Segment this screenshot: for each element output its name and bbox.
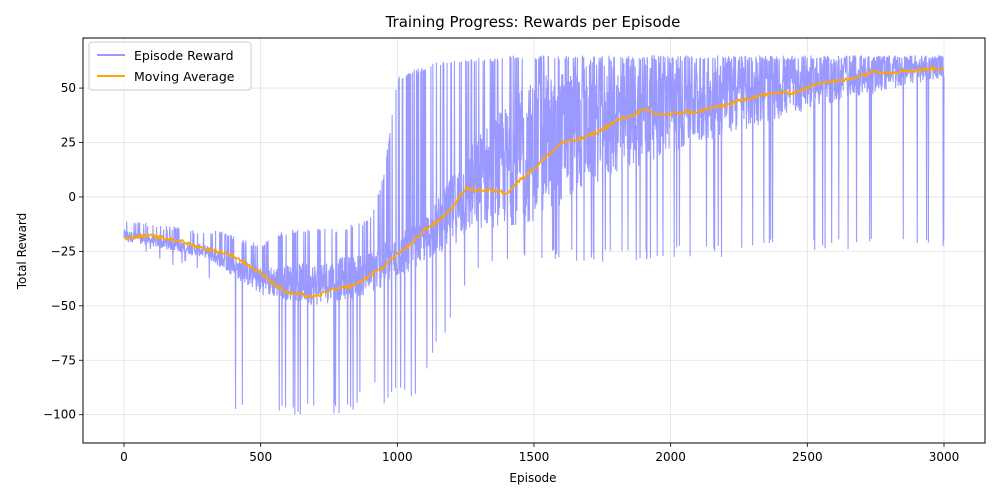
x-tick-label: 500 <box>249 450 272 464</box>
x-tick-label: 1000 <box>382 450 413 464</box>
y-tick-label: 50 <box>61 81 76 95</box>
legend: Episode Reward Moving Average <box>88 41 252 91</box>
legend-label-episode-reward: Episode Reward <box>134 48 234 63</box>
grid <box>83 38 985 443</box>
legend-label-moving-average: Moving Average <box>134 69 235 84</box>
series-line-moving-average <box>123 64 945 300</box>
x-tick-label: 1500 <box>519 450 550 464</box>
x-tick-label: 3000 <box>929 450 960 464</box>
legend-box <box>88 41 252 91</box>
y-tick-label: −25 <box>51 244 76 258</box>
y-tick-label: 25 <box>61 136 76 150</box>
x-tick-label: 2500 <box>792 450 823 464</box>
y-tick-label: −100 <box>43 408 76 422</box>
plot-area <box>123 54 945 415</box>
y-axis-label: Total Reward <box>15 213 29 291</box>
y-tick-label: −50 <box>51 299 76 313</box>
x-tick-label: 0 <box>120 450 128 464</box>
x-tick-label: 2000 <box>655 450 686 464</box>
y-tick-label: 0 <box>68 190 76 204</box>
x-axis-label: Episode <box>509 471 556 485</box>
y-tick-label: −75 <box>51 353 76 367</box>
ticks: 0 500 1000 1500 2000 2500 3000 −100 −75 −50 −25 0 25… <box>43 81 959 464</box>
chart-title: Training Progress: Rewards per Episode <box>385 13 681 31</box>
